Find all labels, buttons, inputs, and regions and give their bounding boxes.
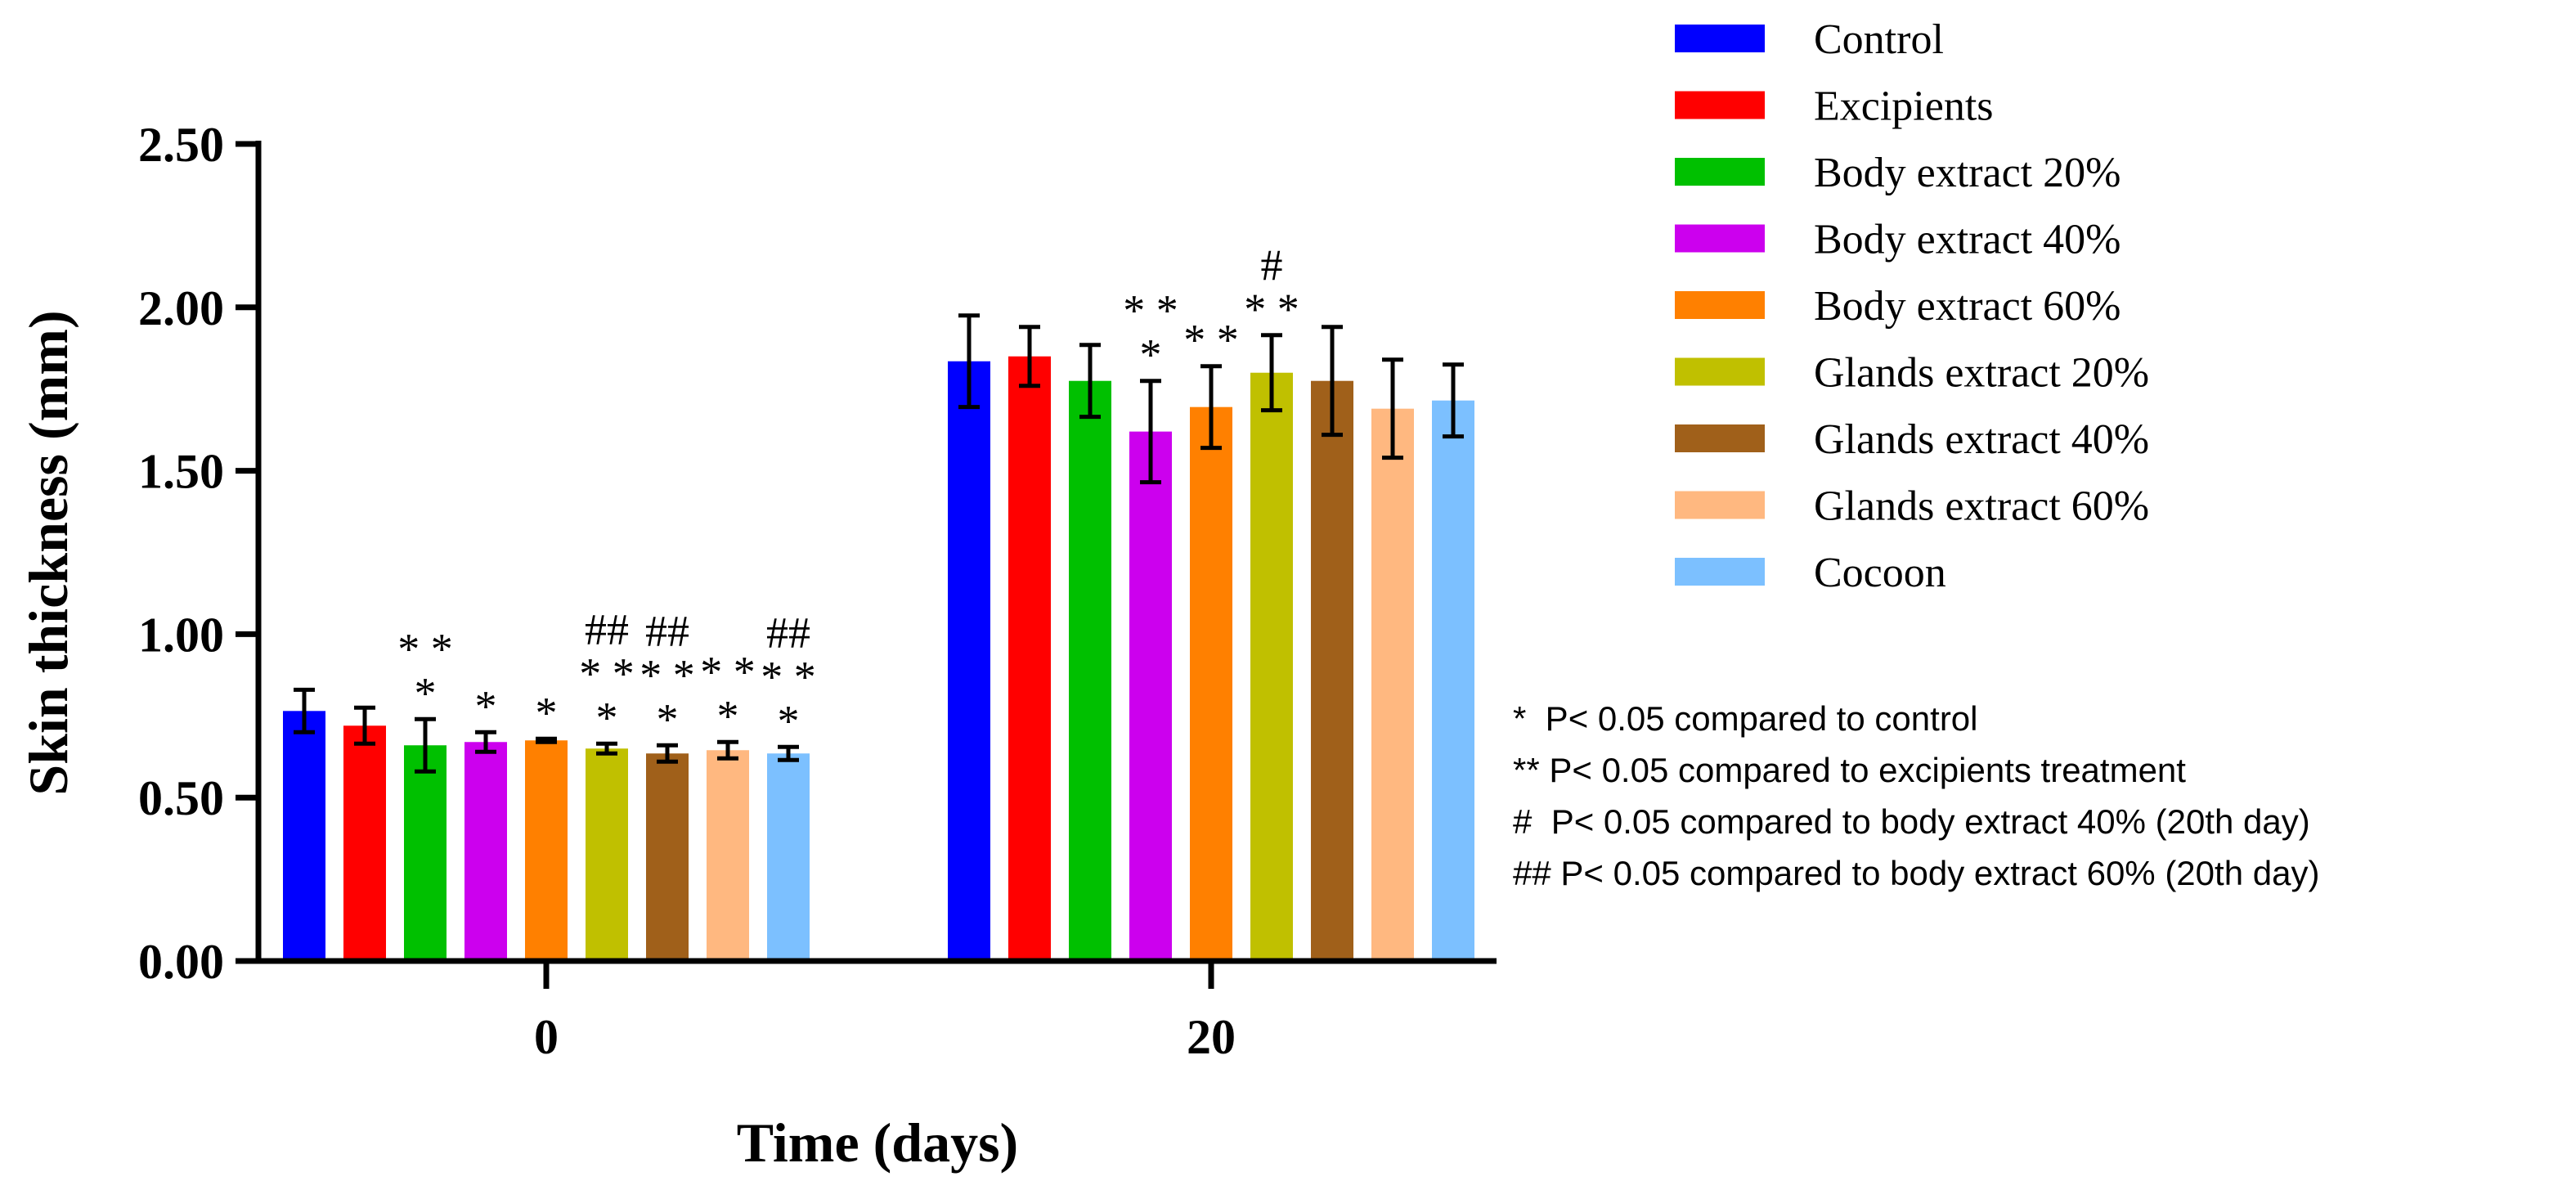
significance-mark-10-0: * * [1183,316,1239,365]
significance-mark-2-0: * * [397,624,453,673]
legend-label-5: Glands extract 20% [1814,350,2149,397]
bar-1-8 [1432,400,1474,961]
bar-1-4 [1190,406,1232,962]
axes-layer: 0.00 0.50 1.00 1.50 2.00 2.50 0 20 Time (days) Sk… [17,118,1497,1174]
significance-note-1: ** P< 0.05 compared to excipients treatm… [1513,751,2186,789]
legend-swatch-0 [1675,25,1765,52]
y-tick-label-5: 2.50 [138,118,224,172]
significance-mark-7-0: * * [700,647,756,696]
significance-mark-6-0: ## [645,606,689,655]
bar-1-6 [1311,380,1353,962]
legend-swatch-8 [1675,558,1765,586]
y-tick-label-4: 2.00 [138,281,224,335]
bars-layer [283,356,1474,962]
bar-0-5 [586,748,628,961]
significance-mark-11-0: # [1261,240,1283,290]
legend-label-3: Body extract 40% [1814,217,2120,263]
legend-swatch-4 [1675,291,1765,319]
legend-swatch-2 [1675,158,1765,186]
significance-mark-3-0: * [475,681,497,730]
bar-1-0 [948,361,990,961]
significance-mark-5-1: * * [579,649,635,698]
legend-swatch-1 [1675,91,1765,119]
significance-mark-8-2: * [778,696,800,745]
significance-note-2: # P< 0.05 compared to body extract 40% (… [1513,802,2310,841]
y-tick-label-2: 1.00 [138,608,224,662]
bar-0-1 [343,725,386,961]
significance-mark-11-1: * * [1244,285,1299,334]
bar-0-8 [767,753,810,961]
x-tick-label-0: 0 [534,1010,559,1064]
bar-0-0 [283,711,325,961]
x-tick-label-1: 20 [1187,1010,1236,1064]
y-tick-label-3: 1.50 [138,445,224,499]
legend-label-1: Excipients [1814,83,1994,130]
significance-mark-6-1: * * [640,650,695,699]
legend-label-4: Body extract 60% [1814,283,2120,330]
bar-0-4 [525,740,568,961]
legend-swatch-5 [1675,357,1765,386]
legend-swatch-3 [1675,224,1765,253]
significance-note-3: ## P< 0.05 compared to body extract 60% … [1513,854,2319,892]
significance-mark-8-0: ## [766,608,810,657]
legend-label-0: Control [1814,16,1944,63]
significance-mark-2-1: * [415,668,437,717]
bar-0-7 [707,750,749,961]
legend-label-2: Body extract 20% [1814,150,2120,196]
legend-label-6: Glands extract 40% [1814,416,2149,463]
bar-1-2 [1069,380,1111,962]
significance-notes: * P< 0.05 compared to control ** P< 0.05 … [1513,699,2319,892]
significance-mark-5-0: ## [585,604,629,653]
significance-note-0: * P< 0.05 compared to control [1513,699,1978,738]
bar-1-5 [1250,372,1293,962]
bar-1-3 [1129,431,1172,961]
significance-mark-6-2: * [657,694,679,743]
significance-mark-5-2: * [596,693,618,742]
bar-0-6 [646,753,689,961]
y-tick-label-0: 0.00 [138,935,224,989]
legend-swatch-6 [1675,424,1765,452]
bar-1-1 [1008,356,1051,961]
x-axis-title: Time (days) [737,1111,1018,1174]
significance-mark-9-0: * * [1123,286,1178,335]
legend-swatch-7 [1675,491,1765,519]
bar-0-2 [404,745,447,961]
significance-mark-4-0: * [536,688,558,737]
y-tick-label-1: 0.50 [138,771,224,825]
bar-0-3 [464,742,507,961]
significance-mark-9-1: * [1140,330,1162,379]
bar-1-7 [1371,408,1414,961]
legend: Control Excipients Body extract 20% Body ex… [1675,16,2149,596]
legend-label-8: Cocoon [1814,550,1946,596]
error-bars-layer [294,313,1464,774]
significance-annotations-layer: * ** * *##* **##* *** **##* *** ** * *#* * [397,240,1299,745]
significance-mark-8-1: * * [761,652,816,701]
y-axis-title: Skin thickness (mm) [17,310,79,795]
significance-mark-7-1: * [717,691,739,740]
legend-label-7: Glands extract 60% [1814,483,2149,530]
